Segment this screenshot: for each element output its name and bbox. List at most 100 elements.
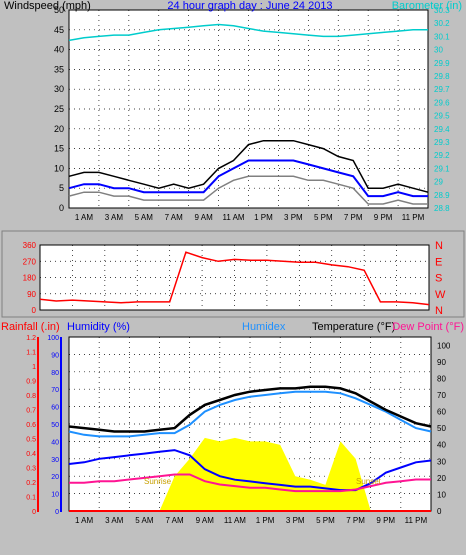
- barometer-tick-label: 29.5: [434, 112, 450, 121]
- series-humidex-line: [68, 390, 432, 438]
- temperature-tick-label: 20: [437, 474, 446, 483]
- temp-x-ticks: 1 AM 3 AM 5 AM 7 AM 9 AM 11 AM 1 PM 3 PM 5 PM 7 P…: [75, 516, 428, 525]
- wind-y-ticks: 0 5 10 15 20 25 30 35 40 45 50: [54, 5, 64, 213]
- chart-title: 24 hour graph day : June 24 2013: [167, 0, 332, 12]
- wind-tick-label: 10: [54, 163, 64, 173]
- wind-tick-label: 50: [54, 5, 64, 15]
- barometer-tick-label: 29.6: [434, 98, 450, 107]
- direction-tick-label: 90: [27, 290, 36, 299]
- barometer-tick-label: 29.2: [434, 151, 450, 160]
- series-average-line: [68, 159, 428, 198]
- x-tick-label: 11 PM: [402, 213, 425, 222]
- compass-label: N: [435, 240, 443, 252]
- rain-tick-label: 0.5: [26, 437, 36, 444]
- humidity-tick-label: 100: [47, 335, 59, 342]
- humidity-tick-label: 0: [55, 509, 59, 516]
- x-tick-label: 5 PM: [316, 516, 335, 525]
- humidity-tick-label: 60: [51, 405, 59, 412]
- temperature-tick-label: 50: [437, 424, 446, 433]
- compass-label: W: [435, 289, 446, 301]
- wind-tick-label: 35: [54, 64, 64, 74]
- direction-series: [39, 251, 430, 306]
- series-barometer-line: [68, 23, 428, 42]
- rain-y-ticks: 0 0.1 0.2 0.3 0.4 0.5 0.6 0.7 0.8 0.9 1 1.1 1.2: [26, 335, 36, 516]
- rain-tick-label: 0.2: [26, 480, 36, 487]
- rain-tick-label: 0.3: [26, 466, 36, 473]
- x-tick-label: 1 PM: [254, 213, 273, 222]
- wind-grid: [69, 10, 428, 208]
- x-tick-label: 9 AM: [195, 213, 214, 222]
- wind-tick-label: 45: [54, 25, 64, 35]
- barometer-tick-label: 29.1: [434, 164, 450, 173]
- humidity-tick-label: 40: [51, 439, 59, 446]
- x-tick-label: 9 PM: [376, 516, 395, 525]
- temperature-tick-label: 100: [437, 341, 451, 350]
- wind-series: [68, 23, 429, 205]
- temperature-y-ticks: 0 10 20 30 40 50 60 70 80 90 100: [437, 341, 451, 516]
- humidity-tick-label: 70: [51, 387, 59, 394]
- temperature-tick-label: 90: [437, 358, 446, 367]
- temperature-tick-label: 40: [437, 441, 446, 450]
- x-tick-label: 3 PM: [284, 213, 303, 222]
- x-tick-label: 7 PM: [344, 213, 363, 222]
- humidity-tick-label: 80: [51, 370, 59, 377]
- compass-label: N: [435, 305, 443, 317]
- temperature-tick-label: 60: [437, 408, 446, 417]
- rain-tick-label: 0.8: [26, 393, 36, 400]
- x-tick-label: 5 AM: [135, 213, 154, 222]
- barometer-tick-label: 30.3: [434, 6, 450, 15]
- rain-tick-label: 0: [32, 509, 36, 516]
- wind-tick-label: 5: [59, 183, 64, 193]
- x-tick-label: 9 PM: [374, 213, 393, 222]
- series-humidity-line: [68, 449, 432, 492]
- x-tick-label: 3 AM: [105, 516, 124, 525]
- rain-tick-label: 1: [32, 364, 36, 371]
- direction-tick-label: 180: [23, 274, 37, 283]
- x-tick-label: 7 PM: [346, 516, 365, 525]
- direction-grid: [40, 245, 429, 310]
- x-tick-label: 11 AM: [224, 516, 246, 525]
- x-tick-label: 5 AM: [135, 516, 154, 525]
- series-dewpoint-line: [69, 473, 431, 493]
- legend-temperature: Temperature (°F): [312, 321, 395, 333]
- barometer-tick-label: 28.9: [434, 191, 450, 200]
- rain-tick-label: 0.4: [26, 451, 36, 458]
- sunrise-label: Sunrise: [144, 477, 172, 486]
- barometer-tick-label: 29.8: [434, 72, 450, 81]
- wind-tick-label: 30: [54, 84, 64, 94]
- barometer-axis-title: Barometer (in): [392, 0, 462, 12]
- x-tick-label: 5 PM: [314, 213, 333, 222]
- series-temperature-line: [68, 385, 432, 433]
- temperature-tick-label: 0: [437, 507, 442, 516]
- wind-tick-label: 20: [54, 124, 64, 134]
- humidity-tick-label: 30: [51, 457, 59, 464]
- legend-humidex: Humidex: [242, 321, 286, 333]
- rain-tick-label: 0.9: [26, 379, 36, 386]
- direction-y-ticks: 0 90 180 270 360: [23, 241, 37, 315]
- x-tick-label: 7 AM: [165, 516, 184, 525]
- barometer-tick-label: 29.9: [434, 59, 450, 68]
- compass-label: E: [435, 256, 442, 268]
- direction-tick-label: 0: [32, 306, 37, 315]
- direction-tick-label: 270: [23, 257, 37, 266]
- barometer-tick-label: 29.7: [434, 85, 450, 94]
- compass-label: S: [435, 273, 442, 285]
- sunset-label: Sunset: [356, 477, 382, 486]
- wind-tick-label: 0: [59, 203, 64, 213]
- rain-tick-label: 1.1: [26, 350, 36, 357]
- series-gust-line: [68, 139, 429, 193]
- temperature-tick-label: 80: [437, 374, 446, 383]
- x-tick-label: 1 PM: [256, 516, 275, 525]
- temperature-tick-label: 30: [437, 457, 446, 466]
- direction-tick-label: 360: [23, 241, 37, 250]
- legend-dewpoint: Dew Point (°F): [392, 321, 464, 333]
- wind-tick-label: 40: [54, 45, 64, 55]
- x-tick-label: 11 AM: [222, 213, 244, 222]
- rain-tick-label: 1.2: [26, 335, 36, 342]
- legend-rainfall: Rainfall (.in): [1, 321, 60, 333]
- barometer-tick-label: 28.8: [434, 204, 450, 213]
- wind-tick-label: 15: [54, 144, 64, 154]
- humidity-tick-label: 90: [51, 352, 59, 359]
